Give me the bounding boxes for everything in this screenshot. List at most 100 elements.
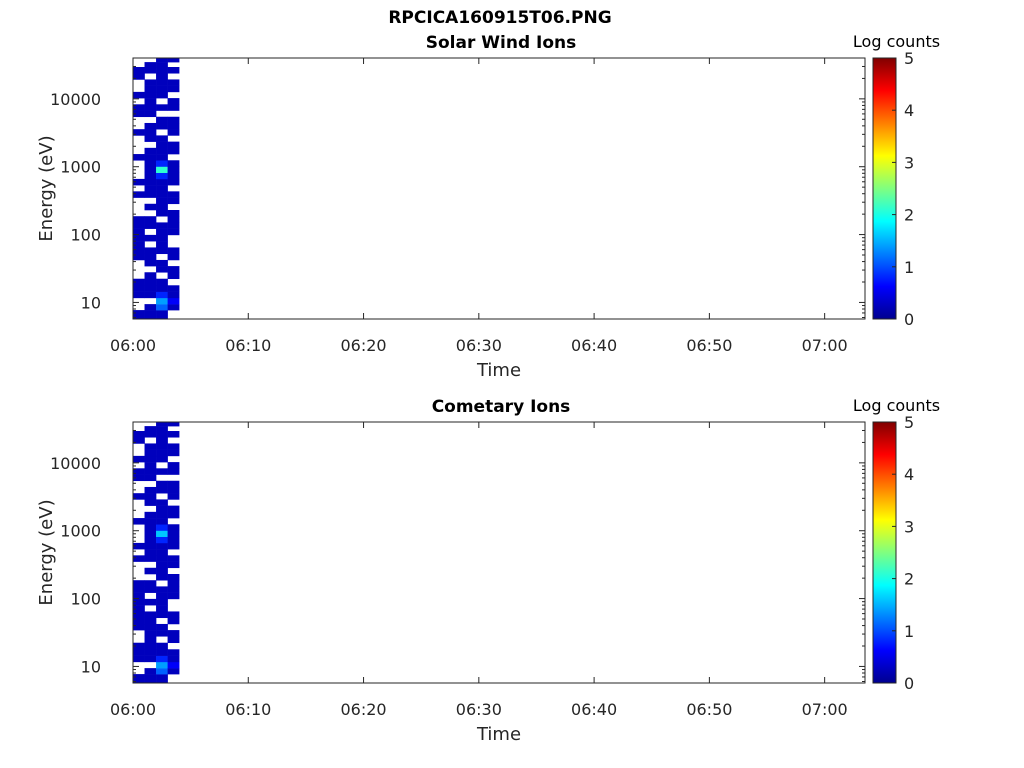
heatmap-cell (133, 234, 145, 242)
heatmap-cell (133, 592, 145, 600)
x-tick-label: 06:40 (571, 700, 617, 719)
heatmap-cell (133, 431, 145, 438)
heatmap-cell (156, 135, 168, 142)
heatmap-cell (156, 642, 168, 650)
heatmap-cell (144, 178, 157, 186)
heatmap-cell (167, 116, 180, 124)
heatmap-cell (156, 310, 168, 320)
heatmap-cell (156, 605, 168, 612)
heatmap-cell (144, 611, 157, 619)
heatmap-cell (167, 104, 180, 111)
heatmap-cell (144, 426, 157, 432)
heatmap-cell (144, 468, 157, 475)
colorbar-tick-label: 2 (904, 206, 914, 225)
heatmap-cell (156, 623, 168, 631)
heatmap-cell (156, 611, 168, 619)
heatmap-cell (156, 67, 168, 74)
heatmap-cell (167, 486, 180, 494)
heatmap-cell (144, 79, 157, 86)
heatmap-cell (167, 555, 180, 562)
heatmap-cell (156, 561, 168, 569)
colorbar-label: Log counts (853, 396, 940, 415)
heatmap-cell (144, 474, 157, 482)
heatmap-cell (133, 455, 145, 463)
heatmap-cell (167, 561, 180, 569)
heatmap-cell (133, 623, 145, 631)
heatmap-cell (156, 304, 168, 311)
heatmap-cell (133, 437, 145, 444)
heatmap-cell (167, 147, 180, 155)
solar-wind-ions-panel: 06:00 06:10 06:20 06:30 06:40 06:50 07:0010100… (36, 32, 940, 381)
heatmap-cell (156, 524, 168, 531)
colorbar-tick-label: 2 (904, 570, 914, 589)
y-tick-label: 100 (70, 226, 101, 245)
heatmap-cell (167, 297, 180, 305)
heatmap-cell (167, 141, 180, 149)
heatmap-cell (144, 147, 157, 155)
heatmap-cell (133, 617, 145, 625)
heatmap-cell (144, 536, 157, 544)
heatmap-cell (133, 91, 145, 99)
heatmap-cell (156, 141, 168, 149)
heatmap-cell (133, 216, 145, 223)
heatmap-cell (144, 443, 157, 450)
heatmap-cell (167, 304, 180, 311)
heatmap-cell (133, 104, 145, 111)
heatmap-cell (167, 574, 180, 581)
heatmap-cell (144, 530, 157, 537)
heatmap-cell (156, 79, 168, 86)
heatmap-cell (144, 278, 157, 286)
heatmap-cell (156, 85, 168, 93)
heatmap-cell (144, 511, 157, 519)
plot-frame (132, 57, 866, 320)
y-tick-label: 1000 (60, 158, 101, 177)
heatmap-cell (133, 580, 145, 587)
y-tick-label: 10 (81, 657, 101, 676)
heatmap-cell (144, 203, 157, 211)
colorbar-tick-label: 3 (904, 517, 914, 536)
heatmap-cell (167, 222, 180, 229)
heatmap-cell (144, 630, 157, 637)
heatmap-cell (156, 674, 168, 684)
heatmap-cell (144, 555, 157, 562)
heatmap-cell (167, 431, 180, 438)
colorbar-tick-label: 4 (904, 101, 914, 120)
heatmap-cell (144, 674, 157, 684)
heatmap-cell (144, 580, 157, 587)
heatmap-cell (167, 649, 180, 656)
heatmap-cell (156, 555, 168, 562)
panel-title: Solar Wind Ions (426, 33, 577, 53)
heatmap-cell (144, 191, 157, 198)
heatmap-cell (156, 91, 168, 99)
heatmap-cell (156, 228, 168, 236)
heatmap-cell (133, 598, 145, 606)
heatmap-cell (167, 216, 180, 223)
heatmap-cell (167, 480, 180, 488)
heatmap-cell (156, 426, 168, 432)
heatmap-cell (167, 291, 180, 299)
heatmap-cell (133, 67, 145, 74)
heatmap-cell (156, 154, 168, 161)
heatmap-cell (156, 499, 168, 506)
heatmap-cell (156, 62, 168, 68)
heatmap-cell (144, 67, 157, 74)
heatmap-cell (167, 630, 180, 637)
heatmap-cell (156, 160, 168, 167)
heatmap-cell (144, 617, 157, 625)
heatmap-cell (167, 178, 180, 186)
heatmap-cell (156, 234, 168, 242)
heatmap-cell (156, 291, 168, 299)
heatmap-cell (156, 172, 168, 180)
heatmap-cell (144, 85, 157, 93)
heatmap-cell (167, 592, 180, 600)
heatmap-cell (167, 85, 180, 93)
heatmap-cell (133, 278, 145, 286)
heatmap-cell (156, 630, 168, 637)
heatmap-cell (133, 611, 145, 619)
heatmap-cell (144, 567, 157, 575)
heatmap-cell (156, 73, 168, 80)
y-axis-label: Energy (eV) (36, 499, 57, 605)
heatmap-cell (144, 272, 157, 280)
heatmap-cell (167, 247, 180, 255)
heatmap-cell (156, 122, 168, 130)
